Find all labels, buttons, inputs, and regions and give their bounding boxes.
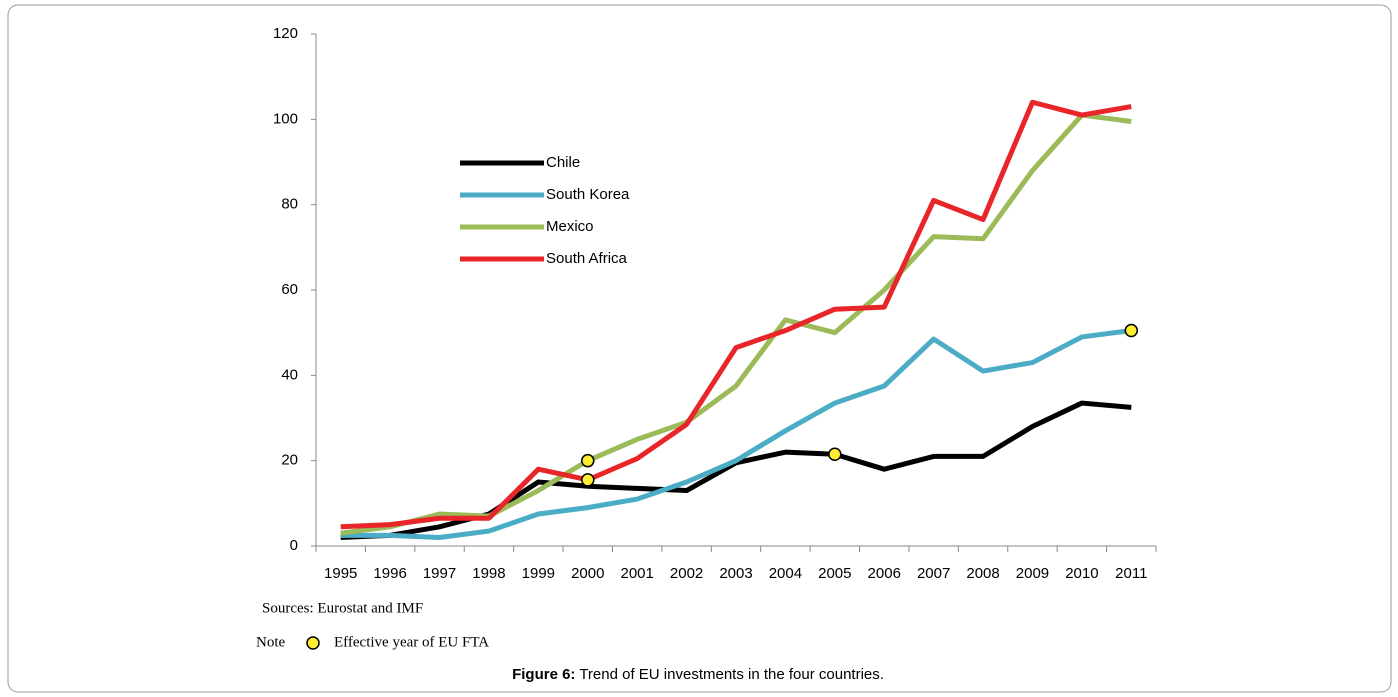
- fta-marker: [1124, 323, 1139, 338]
- x-tick-label: 2008: [966, 565, 999, 582]
- legend-label: South Africa: [546, 250, 628, 267]
- x-tick-label: 1997: [423, 565, 456, 582]
- y-tick-label: 120: [273, 25, 298, 42]
- fta-marker: [828, 447, 842, 462]
- caption-label: Figure 6:: [512, 666, 575, 683]
- x-tick-label: 2011: [1115, 565, 1147, 582]
- x-tick-label: 2004: [769, 565, 802, 582]
- y-tick-label: 100: [273, 110, 298, 127]
- y-tick-label: 60: [281, 281, 298, 298]
- x-tick-label: 2006: [868, 565, 901, 582]
- fta-marker: [581, 473, 595, 487]
- x-tick-label: 2010: [1065, 565, 1098, 582]
- x-tick-label: 2003: [719, 565, 752, 582]
- x-tick-label: 1998: [472, 565, 505, 582]
- x-tick-label: 1996: [373, 565, 406, 582]
- fta-marker: [581, 453, 595, 468]
- legend-label: Chile: [546, 154, 580, 171]
- legend-label: Mexico: [546, 218, 594, 235]
- x-tick-label: 2002: [670, 565, 703, 582]
- note-marker: [306, 636, 320, 650]
- caption: Figure 6: Trend of EU investments in the…: [512, 666, 884, 683]
- caption-text: Trend of EU investments in the four coun…: [579, 666, 884, 683]
- series-line: [340, 99, 1132, 530]
- x-tick-label: 1995: [324, 565, 357, 582]
- note-label: Note: [256, 634, 286, 650]
- legend-label: South Korea: [546, 186, 630, 203]
- y-tick-label: 20: [281, 452, 298, 469]
- y-tick-label: 40: [281, 366, 298, 383]
- x-tick-label: 2005: [818, 565, 851, 582]
- frame: [7, 4, 1392, 693]
- note-text: Effective year of EU FTA: [334, 634, 489, 650]
- x-tick-label: 2007: [917, 565, 950, 582]
- y-tick-label: 80: [281, 196, 298, 213]
- x-tick-label: 1999: [522, 565, 555, 582]
- x-tick-label: 2009: [1016, 565, 1049, 582]
- series-line: [340, 328, 1132, 540]
- series-line: [340, 112, 1132, 536]
- source: Sources: Eurostat and IMF: [262, 600, 423, 616]
- x-tick-label: 2000: [571, 565, 604, 582]
- y-tick-label: 0: [290, 537, 298, 554]
- x-tick-label: 2001: [620, 565, 653, 582]
